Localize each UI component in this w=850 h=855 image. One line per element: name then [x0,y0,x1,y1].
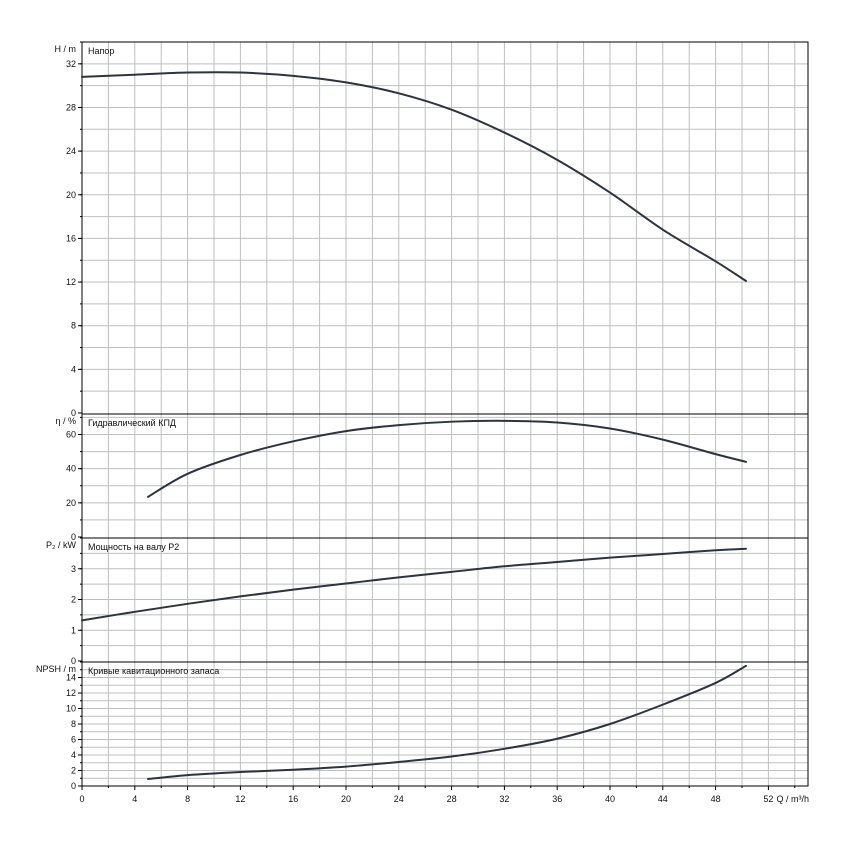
y-tick-label: 8 [71,321,76,331]
y-tick-label: 32 [66,59,76,69]
panel-title: Кривые кавитационного запаса [88,666,219,676]
y-tick-label: 0 [71,781,76,791]
x-tick-label: 28 [447,794,457,804]
x-tick-label: 36 [552,794,562,804]
panel-efficiency: 0 20 40 60 η / % Гидравлический КПД [55,413,809,542]
y-tick-label: 8 [71,719,76,729]
y-tick-label: 14 [66,673,76,683]
y-axis-label: η / % [55,416,76,426]
y-tick-label: 1 [71,625,76,635]
y-tick-label: 60 [66,430,76,440]
y-tick-label: 10 [66,704,76,714]
panel-frame [81,413,809,539]
y-tick-label: 3 [71,564,76,574]
series-line-npsh [147,664,747,781]
x-axis: 0 4 8 12 16 20 24 28 32 36 40 44 48 52 Q / m³/h [79,786,809,804]
series-line-efficiency [147,419,747,498]
y-tick-label: 0 [71,408,76,418]
y-axis-label: H / m [55,44,77,54]
y-tick-label: 20 [66,190,76,200]
y-tick-label: 16 [66,233,76,243]
x-tick-label: 24 [394,794,404,804]
y-tick-label: 2 [71,595,76,605]
x-tick-label: 4 [132,794,137,804]
x-tick-label: 40 [605,794,615,804]
x-tick-label: 44 [658,794,668,804]
x-tick-label: 16 [288,794,298,804]
series-line-head [81,71,747,282]
panel-frame [81,41,809,415]
x-tick-label: 52 [763,794,773,804]
x-tick-label: 32 [499,794,509,804]
x-tick-label: 12 [235,794,245,804]
series-line-power [81,547,747,622]
x-axis-label: Q / m³/h [776,794,809,804]
y-tick-label: 12 [66,688,76,698]
y-tick-label: 12 [66,277,76,287]
x-tick-label: 48 [711,794,721,804]
y-tick-label: 4 [71,364,76,374]
y-axis-label: P₂ / kW [46,540,76,550]
y-tick-label: 40 [66,464,76,474]
y-tick-label: 2 [71,766,76,776]
x-tick-label: 20 [341,794,351,804]
y-tick-label: 4 [71,750,76,760]
y-tick-label: 6 [71,735,76,745]
panel-title: Напор [88,46,114,56]
y-tick-label: 28 [66,102,76,112]
y-tick-label: 20 [66,498,76,508]
y-tick-label: 0 [71,656,76,666]
x-tick-label: 8 [185,794,190,804]
panel-title: Гидравлический КПД [88,418,176,428]
panel-power: 0 1 2 3 P₂ / kW Мощность на валу P2 [46,537,809,666]
panel-title: Мощность на валу P2 [88,542,179,552]
y-axis-label: NPSH / m [36,664,76,674]
y-tick-label: 0 [71,532,76,542]
panel-head: 0 4 8 12 16 20 24 28 32 H / m Напор [55,41,809,418]
x-tick-label: 0 [79,794,84,804]
y-tick-label: 24 [66,146,76,156]
